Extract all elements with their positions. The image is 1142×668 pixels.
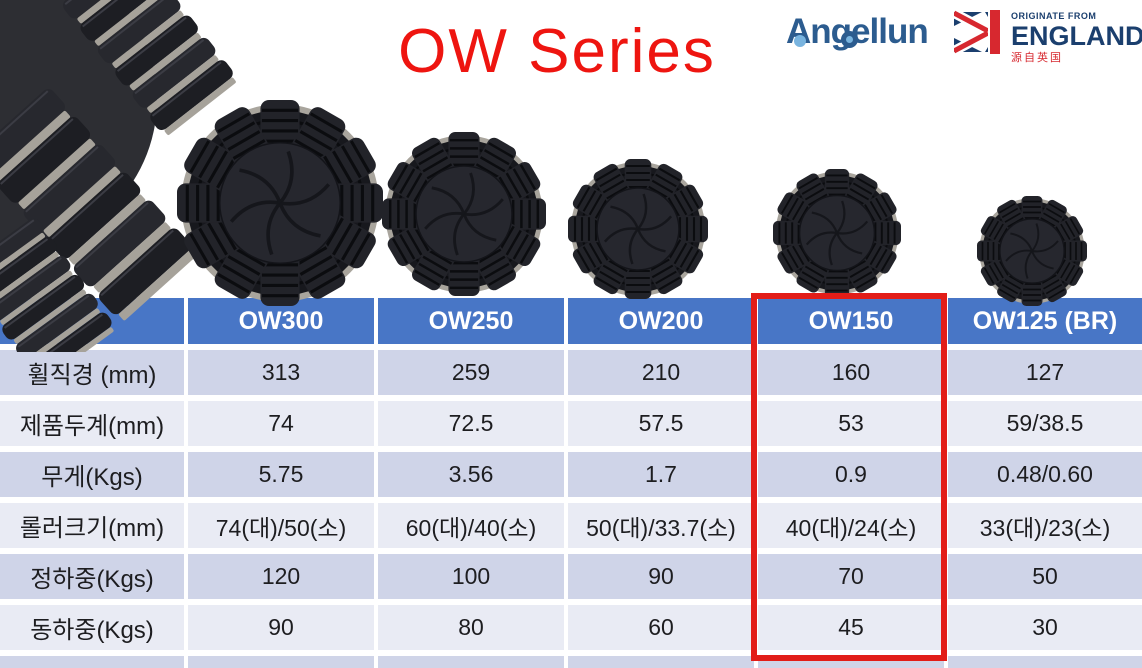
cell-r4-c0: 120 bbox=[188, 554, 374, 599]
angellun-gear-icon bbox=[841, 31, 858, 48]
cell-r3-c4: 33(대)/23(소) bbox=[948, 503, 1142, 548]
cell-r5-c0: 90 bbox=[188, 605, 374, 650]
cell-r3-c3: 40(대)/24(소) bbox=[758, 503, 944, 548]
row-label-3: 롤러크기(mm) bbox=[0, 503, 184, 548]
row-label-2: 무게(Kgs) bbox=[0, 452, 184, 497]
cell-r2-c3: 0.9 bbox=[758, 452, 944, 497]
cell-r1-c2: 57.5 bbox=[568, 401, 754, 446]
roller-closeup-photo bbox=[0, 0, 236, 352]
spec-table: OW300 OW250 OW200 OW150 OW125 (BR) 휠직경 (mm) 31… bbox=[0, 298, 1142, 668]
cell-r0-c0: 313 bbox=[188, 350, 374, 395]
wheel-image-ow150 bbox=[773, 169, 901, 297]
cell-r1-c3: 53 bbox=[758, 401, 944, 446]
cell-r4-c2: 90 bbox=[568, 554, 754, 599]
cell-r2-c2: 1.7 bbox=[568, 452, 754, 497]
row-label-1: 제품두계(mm) bbox=[0, 401, 184, 446]
partial-row-cell bbox=[948, 656, 1142, 668]
highlight-box-ow150 bbox=[751, 293, 947, 661]
row-label-0: 휠직경 (mm) bbox=[0, 350, 184, 395]
cell-r3-c0: 74(대)/50(소) bbox=[188, 503, 374, 548]
col-header-ow300: OW300 bbox=[188, 298, 374, 344]
angellun-logo-text: Angellun bbox=[786, 12, 929, 51]
row-label-5: 동하중(Kgs) bbox=[0, 605, 184, 650]
wheel-image-ow200 bbox=[568, 159, 708, 299]
cell-r5-c1: 80 bbox=[378, 605, 564, 650]
england-tagline: ORIGINATE FROM bbox=[1011, 11, 1097, 21]
cell-r3-c2: 50(대)/33.7(소) bbox=[568, 503, 754, 548]
cell-r0-c2: 210 bbox=[568, 350, 754, 395]
wheel-image-ow125 bbox=[977, 196, 1087, 306]
cell-r4-c3: 70 bbox=[758, 554, 944, 599]
col-header-ow250: OW250 bbox=[378, 298, 564, 344]
col-header-ow125-br: OW125 (BR) bbox=[948, 298, 1142, 344]
cell-r1-c1: 72.5 bbox=[378, 401, 564, 446]
wheel-image-ow300 bbox=[177, 100, 383, 306]
cell-r2-c1: 3.56 bbox=[378, 452, 564, 497]
cell-r0-c1: 259 bbox=[378, 350, 564, 395]
cell-r2-c0: 5.75 bbox=[188, 452, 374, 497]
cell-r0-c4: 127 bbox=[948, 350, 1142, 395]
row-label-4: 정하중(Kgs) bbox=[0, 554, 184, 599]
angellun-dot-icon bbox=[794, 35, 806, 47]
cell-r2-c4: 0.48/0.60 bbox=[948, 452, 1142, 497]
partial-row-cell bbox=[188, 656, 374, 668]
union-jack-icon bbox=[954, 10, 1004, 54]
wheel-image-ow250 bbox=[382, 132, 546, 296]
cell-r3-c1: 60(대)/40(소) bbox=[378, 503, 564, 548]
page-title: OW Series bbox=[398, 17, 716, 86]
cell-r1-c0: 74 bbox=[188, 401, 374, 446]
partial-row-cell bbox=[378, 656, 564, 668]
cell-r5-c4: 30 bbox=[948, 605, 1142, 650]
cell-r1-c4: 59/38.5 bbox=[948, 401, 1142, 446]
cell-r4-c1: 100 bbox=[378, 554, 564, 599]
cell-r4-c4: 50 bbox=[948, 554, 1142, 599]
col-header-ow200: OW200 bbox=[568, 298, 754, 344]
partial-row-cell bbox=[568, 656, 754, 668]
england-wordmark: ENGLAND bbox=[1011, 21, 1142, 51]
col-header-ow150: OW150 bbox=[758, 298, 944, 344]
partial-row-cell bbox=[0, 656, 184, 668]
cell-r0-c3: 160 bbox=[758, 350, 944, 395]
cell-r5-c3: 45 bbox=[758, 605, 944, 650]
england-chinese-text: 源自英国 bbox=[1011, 52, 1063, 64]
cell-r5-c2: 60 bbox=[568, 605, 754, 650]
england-logo: ORIGINATE FROM ENGLAND 源自英国 bbox=[954, 10, 1142, 64]
angellun-logo: Angellun bbox=[786, 12, 948, 62]
